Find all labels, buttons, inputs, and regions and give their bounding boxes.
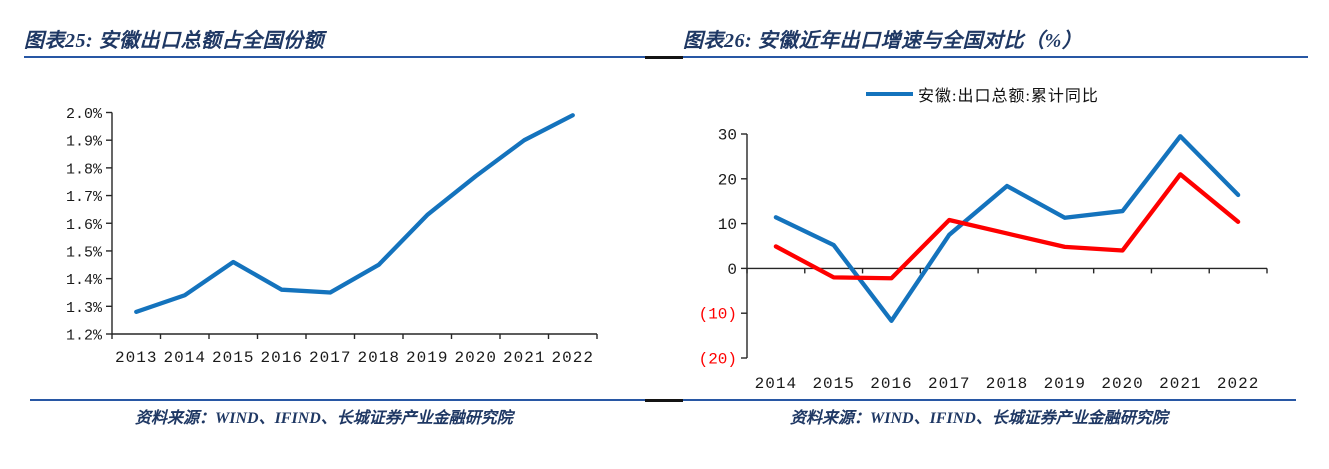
y-tick-label: 1.4%	[66, 272, 103, 289]
x-tick-label: 2019	[406, 349, 448, 367]
y-tick-label: 1.3%	[66, 300, 103, 317]
x-tick-label: 2013	[115, 349, 157, 367]
y-tick-label: 1.5%	[66, 244, 103, 261]
x-tick-label: 2022	[1217, 375, 1259, 393]
legend-line-swatch	[866, 92, 913, 96]
x-tick-label: 2019	[1044, 375, 1086, 393]
x-tick-label: 2015	[812, 375, 854, 393]
y-tick-label: 1.6%	[66, 217, 103, 234]
y-tick-label: 1.8%	[66, 161, 103, 178]
source-left: 资料来源：WIND、IFIND、长城证券产业金融研究院	[135, 410, 513, 427]
y-tick-label: 30	[718, 127, 737, 145]
x-tick-label: 2017	[309, 349, 351, 367]
y-tick-label: 20	[718, 171, 737, 189]
x-tick-label: 2020	[1101, 375, 1143, 393]
title-rule-joint	[645, 56, 683, 59]
x-tick-label: 2016	[261, 349, 303, 367]
figure-25-title: 图表25: 安徽出口总额占全国份额	[24, 30, 325, 52]
source-rule-left	[30, 399, 645, 401]
x-tick-label: 2014	[164, 349, 206, 367]
y-tick-label: 0	[727, 261, 737, 279]
x-tick-label: 2020	[455, 349, 497, 367]
x-tick-label: 2016	[870, 375, 912, 393]
x-tick-label: 2015	[212, 349, 254, 367]
legend-label: 安徽:出口总额:累计同比	[918, 88, 1099, 105]
title-rule-right	[683, 56, 1308, 58]
y-tick-label: 1.9%	[66, 134, 103, 151]
y-tick-label: 10	[718, 216, 737, 234]
x-tick-label: 2018	[986, 375, 1028, 393]
source-right: 资料来源：WIND、IFIND、长城证券产业金融研究院	[790, 410, 1168, 427]
x-tick-label: 2017	[928, 375, 970, 393]
figure-26-title: 图表26: 安徽近年出口增速与全国对比（%）	[683, 30, 1083, 52]
series-line-0	[134, 113, 575, 315]
x-tick-label: 2021	[503, 349, 545, 367]
x-tick-label: 2018	[358, 349, 400, 367]
legend: 安徽:出口总额:累计同比	[866, 84, 1099, 105]
x-tick-label: 2022	[552, 349, 594, 367]
series-line-1	[773, 172, 1241, 281]
series-line-0	[773, 134, 1241, 323]
y-tick-label: (10)	[699, 306, 737, 324]
y-tick-label: (20)	[699, 351, 737, 369]
y-tick-label: 1.7%	[66, 189, 103, 206]
y-tick-label: 1.2%	[66, 328, 103, 345]
source-rule-joint	[645, 399, 683, 402]
x-tick-label: 2014	[755, 375, 797, 393]
left-chart: 2.0% 1.9% 1.8% 1.7% 1.6% 1.5% 1.4% 1.3% 1.2% 2013…	[66, 106, 598, 367]
y-tick-label: 2.0%	[66, 106, 103, 123]
right-chart: 30 20 10 0 (10) (20) 2014 2015 2016 2017 2018 2019 2…	[699, 127, 1268, 393]
title-rule-left	[24, 56, 645, 58]
source-rule-right	[683, 399, 1296, 401]
x-tick-label: 2021	[1159, 375, 1201, 393]
